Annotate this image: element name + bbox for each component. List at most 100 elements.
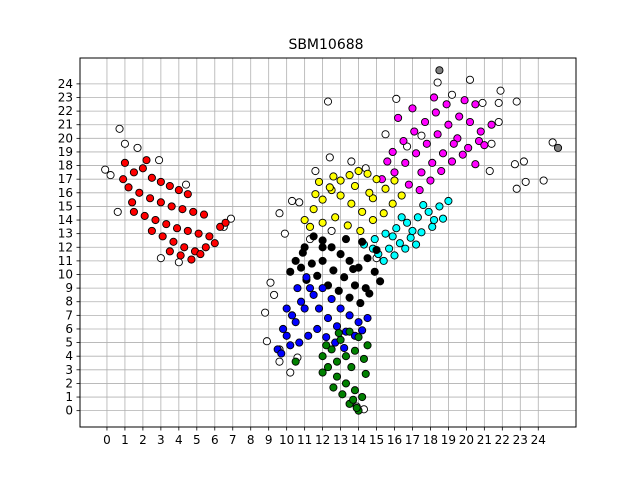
data-point — [347, 199, 356, 208]
data-point — [318, 256, 327, 265]
data-point — [288, 311, 297, 320]
data-point — [365, 188, 374, 197]
data-point — [313, 324, 322, 334]
data-point — [291, 256, 300, 265]
x-tick-label: 1 — [121, 433, 129, 447]
x-tick-label: 22 — [495, 433, 510, 447]
data-point — [280, 229, 289, 238]
data-point — [496, 86, 505, 95]
data-point — [226, 214, 236, 223]
data-point — [311, 166, 320, 176]
y-tick-label: 23 — [58, 90, 73, 104]
data-point — [388, 147, 397, 157]
x-tick-label: 15 — [369, 433, 384, 447]
data-point — [323, 314, 333, 323]
data-point — [120, 139, 129, 148]
data-point — [358, 326, 367, 335]
data-point — [327, 294, 336, 304]
y-tick-label: 3 — [65, 363, 73, 377]
data-point — [327, 226, 336, 235]
data-point — [354, 166, 363, 176]
data-point — [442, 100, 451, 109]
data-point — [404, 180, 413, 189]
plot-frame — [79, 57, 577, 428]
data-point — [113, 207, 122, 216]
data-point — [277, 349, 286, 358]
data-point — [305, 222, 315, 231]
data-point — [412, 240, 421, 249]
data-point — [189, 207, 198, 216]
data-point — [350, 181, 360, 191]
data-point — [176, 251, 185, 260]
data-point — [438, 214, 448, 223]
data-point — [512, 97, 521, 106]
data-point — [447, 90, 457, 99]
data-point — [417, 131, 426, 140]
data-point — [449, 139, 458, 148]
y-tick-label: 11 — [58, 254, 73, 268]
data-point — [372, 175, 381, 184]
data-point — [318, 195, 327, 204]
data-point — [485, 166, 494, 176]
data-point — [390, 168, 399, 177]
data-point — [403, 218, 412, 227]
data-point — [539, 176, 548, 185]
data-point — [165, 247, 174, 256]
data-point — [465, 75, 475, 84]
data-point — [138, 164, 147, 173]
data-point — [359, 354, 368, 363]
data-point — [419, 201, 428, 210]
data-point — [435, 66, 444, 75]
y-tick-label: 15 — [58, 199, 73, 213]
x-tick-label: 4 — [175, 433, 183, 447]
data-point — [302, 273, 311, 282]
data-point — [318, 243, 327, 252]
data-point — [420, 117, 430, 127]
data-point — [347, 363, 356, 372]
data-point — [101, 165, 110, 174]
data-point — [519, 157, 528, 166]
y-tick-label: 18 — [58, 159, 73, 173]
data-point — [345, 327, 354, 336]
data-point — [286, 267, 295, 276]
data-point — [413, 213, 422, 222]
data-point — [183, 226, 192, 235]
data-point — [119, 175, 128, 184]
data-point — [358, 207, 367, 216]
data-point — [368, 215, 377, 225]
data-point — [322, 341, 331, 350]
x-tick-label: 20 — [459, 433, 474, 447]
data-point — [428, 158, 437, 167]
data-point — [140, 211, 149, 220]
data-point — [282, 331, 291, 340]
data-point — [345, 256, 354, 265]
data-point — [146, 194, 155, 203]
y-tick-label: 16 — [58, 186, 73, 200]
data-point — [329, 266, 338, 275]
data-point — [318, 284, 327, 293]
data-point — [304, 331, 313, 340]
y-tick-label: 9 — [65, 281, 73, 295]
y-tick-label: 6 — [65, 322, 73, 336]
data-point — [311, 190, 320, 199]
data-point — [354, 318, 363, 327]
x-tick-label: 13 — [333, 433, 348, 447]
data-point — [406, 233, 415, 242]
data-point — [352, 403, 361, 412]
data-point — [261, 308, 270, 317]
data-point — [334, 328, 343, 338]
data-point — [390, 251, 399, 260]
data-point — [478, 98, 487, 107]
data-point — [350, 386, 360, 395]
data-point — [376, 277, 385, 286]
data-point — [401, 158, 410, 167]
data-point — [548, 138, 557, 147]
data-point — [147, 226, 156, 235]
data-point — [322, 333, 331, 342]
data-point — [428, 222, 437, 231]
data-point — [444, 196, 453, 206]
data-point — [521, 177, 530, 186]
y-tick-label: 1 — [65, 390, 73, 404]
data-point — [471, 160, 480, 169]
